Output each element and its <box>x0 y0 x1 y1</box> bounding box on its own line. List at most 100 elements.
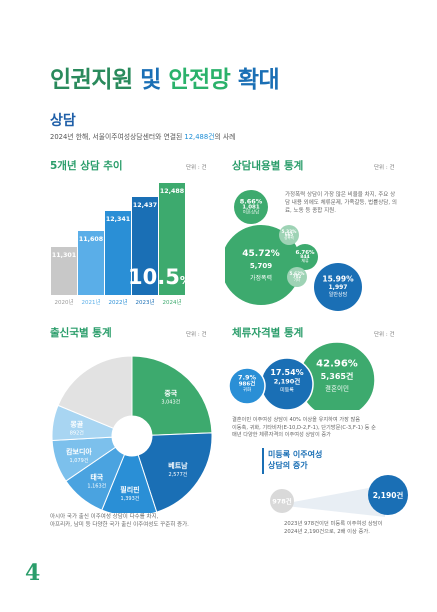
growth-wedge <box>277 485 385 517</box>
pie-label-5: 몽골 <box>70 420 83 429</box>
bar-value-label-2: 12,341 <box>106 216 130 223</box>
bubble-value-1: 1,081 <box>242 204 260 210</box>
pie-value-1: 2,577건 <box>168 471 187 478</box>
pie-value-0: 3,043건 <box>161 399 180 406</box>
bar-category-label-0: 2020년 <box>54 298 73 306</box>
bar-value-label-1: 11,608 <box>79 236 103 243</box>
bubble-percent-1: 8.66% <box>240 197 263 205</box>
visa-value-1: 2,190건 <box>274 376 301 385</box>
bubble-label-1: 이혼상담 <box>243 208 260 215</box>
value-2024: 2,190건 <box>373 490 404 500</box>
bar-1 <box>78 231 104 295</box>
undocumented-note: 2023년 978건이던 미등록 이주여성 상담이 2024년 2,190건으로… <box>284 521 383 535</box>
bubble-percent-2: 5.33% <box>282 229 298 235</box>
pie-value-2: 1,393건 <box>120 495 139 502</box>
pie-value-4: 1,079건 <box>70 457 89 464</box>
title-part-1: 인권지원 <box>50 67 133 93</box>
pie-value-3: 1,163건 <box>87 483 106 490</box>
bubble-value-4: 702 <box>293 274 302 279</box>
bubble-0: 45.72% 5,709 가정폭력 <box>225 225 301 305</box>
bubble-percent-5: 15.99% <box>322 275 354 284</box>
bubble-percent-3: 6.76% <box>295 250 315 256</box>
pie-label-1: 베트남 <box>168 461 188 470</box>
title-part-2: 및 <box>140 67 161 93</box>
visa-value-2: 986건 <box>239 380 256 388</box>
bar-category-label-3: 2023년 <box>135 298 154 306</box>
visa-label-0: 결혼이민 <box>325 384 349 393</box>
page-number: 4 <box>25 560 41 586</box>
circle-2024 <box>368 475 408 515</box>
visa-percent-0: 42.96% <box>316 359 358 370</box>
bar-0 <box>51 247 77 295</box>
visa-value-0: 5,365건 <box>321 371 354 381</box>
visa-chart-unit: 단위 : 건 <box>374 332 395 338</box>
bubble-label-5: 일반상담 <box>329 291 348 298</box>
visa-percent-2: 7.9% <box>238 374 257 382</box>
undocumented-title: 미등록 이주여성 상담의 증가 <box>268 450 323 471</box>
pie-slice-1 <box>137 432 213 513</box>
country-chart-unit: 단위 : 건 <box>186 332 207 338</box>
section-subtitle: 2024년 한해, 서울이주여성상담센터와 연결된 12,488건의 사례 <box>50 133 236 141</box>
section-title: 상담 <box>50 113 76 129</box>
bar-value-label-4: 12,488 <box>160 188 184 195</box>
pie-label-0: 중국 <box>164 390 177 398</box>
bubble-value-5: 1,997 <box>329 284 348 291</box>
bubble-percent-0: 45.72% <box>242 249 280 259</box>
bubble-label-4: 기타 <box>294 277 301 282</box>
pie-label-3: 태국 <box>90 473 103 482</box>
growth-unit: % <box>179 274 191 287</box>
bar-category-label-4: 2024년 <box>162 298 181 306</box>
bar-category-label-2: 2022년 <box>108 298 127 306</box>
country-note: 아시아 국가 출신 이주여성 상담이 다수를 차지, 아프리카, 남미 등 다양… <box>50 514 189 528</box>
bubble-label-2: 성폭력 <box>284 235 294 240</box>
bubble-value-0: 5,709 <box>250 262 272 270</box>
up-arrow-icon: ↑ <box>190 269 206 289</box>
bubble-value-2: 665 <box>285 232 294 237</box>
accent-bar <box>262 448 264 474</box>
bar-3 <box>132 197 158 295</box>
country-chart-title: 출신국별 통계 <box>50 327 112 339</box>
visa-chart: 42.96%5,365건결혼이민17.54%2,190건미등록7.9%986건귀… <box>228 341 376 410</box>
visa-label-2: 귀화 <box>243 386 251 393</box>
visa-label-1: 미등록 <box>280 386 294 393</box>
bar-value-label-0: 11,301 <box>52 252 76 259</box>
bubble-label-0: 가정폭력 <box>250 274 272 282</box>
pie-slice-6 <box>57 355 133 429</box>
title-part-3: 안전망 <box>168 67 231 93</box>
growth-value: 10.5 <box>128 265 180 289</box>
bar-4 <box>159 183 185 295</box>
visa-note: 결혼이민 이주여성 상담이 40% 이상을 유지하여 가장 많음 이동축, 귀화… <box>232 417 376 439</box>
growth-annotation: 10.5%↑ <box>128 265 205 289</box>
visa-percent-1: 17.54% <box>270 368 303 377</box>
bar-chart: 11,301 2020년 11,608 2021년 12,341 2022년 12,437 2… <box>51 183 185 306</box>
title-part-4: 확대 <box>237 67 280 93</box>
value-2023: 978건 <box>272 497 292 506</box>
bar-2 <box>105 211 131 295</box>
pie-label-2: 필리핀 <box>120 485 139 494</box>
bubble-chart-note: 가정폭력 상담이 가장 많은 비율을 차지, 주요 상담 내용 외에도 체류문제… <box>285 192 397 214</box>
bar-category-label-1: 2021년 <box>81 298 100 306</box>
undocumented-chart: 978건 2,190건 <box>270 475 408 517</box>
circle-2023 <box>270 489 294 513</box>
pie-slice-0 <box>131 355 213 436</box>
bar-chart-title: 5개년 상담 추이 <box>50 160 123 172</box>
bubble-percent-4: 5.62% <box>290 271 306 277</box>
bubble-label-3: 체류 <box>301 257 309 263</box>
bubble-chart-title: 상담내용별 통계 <box>232 160 304 172</box>
page-title: 인권지원 및 안전망 확대 <box>50 60 280 94</box>
bar-chart-unit: 단위 : 건 <box>186 165 207 171</box>
bubble-value-3: 844 <box>300 254 309 260</box>
pie-value-5: 892건 <box>70 430 85 437</box>
visa-chart-title: 체류자격별 통계 <box>232 327 304 339</box>
bar-value-label-3: 12,437 <box>133 202 157 209</box>
